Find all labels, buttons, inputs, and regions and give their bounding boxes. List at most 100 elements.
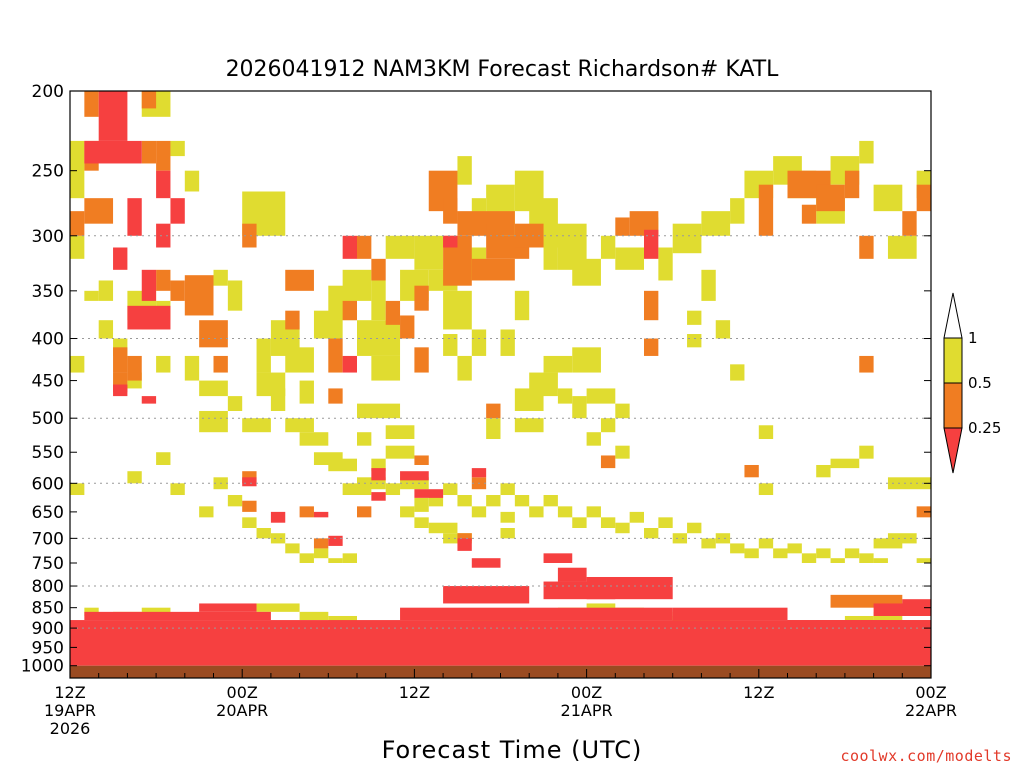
heatmap-cell-yellow xyxy=(644,527,659,539)
heatmap-cell-orange xyxy=(342,300,357,321)
chart-title: 2026041912 NAM3KM Forecast Richardson# K… xyxy=(226,57,780,82)
y-tick-label: 350 xyxy=(32,282,64,302)
heatmap-cell-yellow xyxy=(514,290,530,321)
heatmap-cell-orange xyxy=(156,140,171,171)
heatmap-cell-yellow xyxy=(70,355,85,373)
heatmap-cell-yellow xyxy=(658,517,673,528)
heatmap-cell-orange xyxy=(371,258,386,281)
heatmap-cell-yellow xyxy=(443,483,458,496)
heatmap-cell-yellow xyxy=(428,522,458,534)
heatmap-cell-yellow xyxy=(70,235,85,259)
heatmap-cell-orange xyxy=(844,170,860,199)
heatmap-cell-yellow xyxy=(586,388,616,404)
heatmap-cell-red xyxy=(371,468,386,481)
heatmap-cell-orange xyxy=(242,223,257,248)
heatmap-cell-orange xyxy=(213,355,228,373)
x-tick-label: 2026 xyxy=(50,719,91,738)
heatmap-cell-yellow xyxy=(156,355,171,373)
heatmap-cell-yellow xyxy=(414,235,444,270)
colorbar-label: 0.25 xyxy=(968,419,1001,437)
heatmap-cell-yellow xyxy=(443,290,472,330)
heatmap-cell-yellow xyxy=(629,511,644,523)
heatmap-cell-yellow xyxy=(486,418,501,440)
heatmap-cell-orange xyxy=(113,347,128,373)
heatmap-cell-orange xyxy=(357,506,372,518)
x-axis-label: Forecast Time (UTC) xyxy=(382,736,643,764)
heatmap-cell-yellow xyxy=(385,425,415,440)
x-tick-label: 22APR xyxy=(905,701,957,720)
heatmap-cell-yellow xyxy=(400,506,415,518)
heatmap-cell-yellow xyxy=(730,543,745,554)
heatmap-cell-yellow xyxy=(242,418,271,433)
heatmap-cell-yellow xyxy=(471,506,487,518)
heatmap-cell-yellow xyxy=(830,558,845,563)
colorbar-bin-lt-025 xyxy=(943,427,963,474)
heatmap-cell-red xyxy=(170,198,185,224)
heatmap-cell-yellow xyxy=(342,269,372,301)
heatmap-cell-red xyxy=(672,607,788,621)
heatmap-cell-orange xyxy=(471,258,515,281)
heatmap-cell-yellow xyxy=(184,170,200,192)
heatmap-cell-yellow xyxy=(156,452,171,465)
heatmap-cell-red xyxy=(371,492,386,501)
heatmap-cell-yellow xyxy=(98,320,114,339)
heatmap-cell-yellow xyxy=(758,538,774,549)
heatmap-cell-yellow xyxy=(500,483,515,496)
ground-fill xyxy=(70,665,931,678)
heatmap-cell-red xyxy=(400,471,429,481)
heatmap-cell-yellow xyxy=(299,432,329,446)
heatmap-cell-orange xyxy=(859,235,874,259)
y-tick-label: 250 xyxy=(32,162,64,182)
heatmap-cell-yellow xyxy=(773,548,788,559)
heatmap-cell-yellow xyxy=(514,495,530,507)
heatmap-cell-yellow xyxy=(299,611,329,621)
heatmap-cell-yellow xyxy=(615,522,630,534)
heatmap-cell-yellow xyxy=(270,533,286,544)
heatmap-cell-red xyxy=(342,355,357,373)
heatmap-cell-yellow xyxy=(715,320,731,339)
heatmap-cell-yellow xyxy=(256,338,271,373)
heatmap-cell-orange xyxy=(644,290,659,321)
heatmap-cell-yellow xyxy=(529,372,558,397)
heatmap-cell-yellow xyxy=(615,403,630,419)
heatmap-cell-yellow xyxy=(687,334,702,348)
credit-link[interactable]: coolwx.com/modelts xyxy=(840,747,1012,765)
heatmap-cell-yellow xyxy=(557,506,573,518)
heatmap-cell-yellow xyxy=(70,483,85,496)
heatmap-cell-yellow xyxy=(328,458,357,472)
heatmap-cell-yellow xyxy=(357,320,401,356)
heatmap-cell-red xyxy=(313,511,329,518)
heatmap-cell-yellow xyxy=(701,211,731,236)
heatmap-cell-orange xyxy=(156,269,171,291)
colorbar: 1 0.5 0.25 xyxy=(943,292,1001,474)
heatmap-cell-orange xyxy=(600,455,616,469)
heatmap-cell-yellow xyxy=(887,533,917,544)
heatmap-cell-red xyxy=(113,247,128,270)
heatmap-cell-yellow xyxy=(213,269,228,286)
heatmap-cell-orange xyxy=(816,184,845,212)
y-tick-label: 900 xyxy=(32,619,64,639)
heatmap-cell-yellow xyxy=(859,445,874,459)
y-tick-label: 550 xyxy=(32,443,64,463)
heatmap-cell-yellow xyxy=(873,558,888,563)
heatmap-cell-yellow xyxy=(285,347,314,373)
heatmap-cell-yellow xyxy=(572,347,601,373)
heatmap-cell-yellow xyxy=(328,615,357,625)
heatmap-cell-orange xyxy=(328,338,343,373)
heatmap-cell-yellow xyxy=(916,558,931,563)
heatmap-cell-yellow xyxy=(687,522,702,534)
heatmap-cell-yellow xyxy=(170,140,185,157)
heatmap-cell-orange xyxy=(328,388,343,404)
heatmap-cell-yellow xyxy=(414,497,429,512)
heatmap-cell-yellow xyxy=(471,329,487,356)
heatmap-cell-yellow xyxy=(514,418,544,433)
heatmap-cell-yellow xyxy=(357,432,372,446)
heatmap-cell-yellow xyxy=(873,538,903,549)
heatmap-cell-yellow xyxy=(701,538,716,549)
heatmap-cell-yellow xyxy=(443,334,458,356)
y-tick-label: 450 xyxy=(32,372,64,392)
heatmap-cell-yellow xyxy=(600,517,616,528)
heatmap-cell-orange xyxy=(84,198,114,224)
heatmap-cell-yellow xyxy=(299,380,314,404)
heatmap-cell-red xyxy=(471,558,501,568)
